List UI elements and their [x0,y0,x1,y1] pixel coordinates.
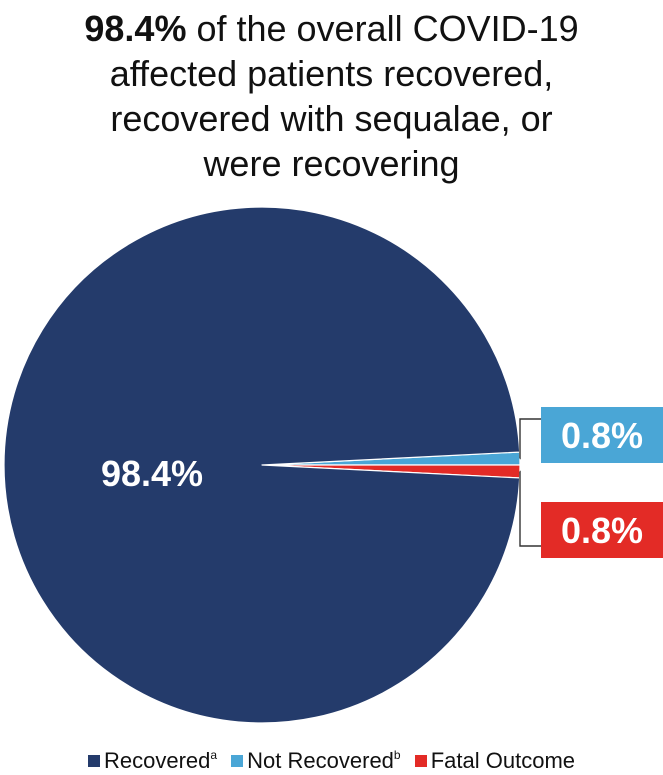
pie-slice-recovered [3,206,521,724]
legend-item-fatal-outcome: Fatal Outcome [414,747,576,775]
legend-label-fatal-outcome: Fatal Outcome [430,748,576,773]
legend-item-recovered: Recovereda [87,741,218,775]
leader-line-fatal-outcome [519,470,541,547]
title-highlight: 98.4% [84,8,187,49]
data-label-not-recovered: 0.8% [561,415,643,456]
callout-box-not-recovered [541,407,663,463]
data-label-fatal-outcome: 0.8% [561,510,643,551]
legend-sup-recovered: a [210,748,218,762]
callouts: 98.4% 0.8% 0.8% [101,407,663,558]
data-label-recovered: 98.4% [101,453,203,494]
callout-box-fatal-outcome [541,502,663,558]
leader-line-not-recovered [519,418,541,460]
legend-swatch-recovered [87,755,100,767]
title-line-4: were recovering [203,143,460,184]
legend-label-not-recovered: Not Recovered [247,748,394,773]
title-line-3: recovered with sequalae, or [110,98,553,139]
legend-sup-not-recovered: b [393,748,401,762]
legend: Recovereda Not Recoveredb Fatal Outcome [0,741,663,775]
legend-label-recovered: Recovered [103,748,211,773]
legend-item-not-recovered: Not Recoveredb [231,741,401,775]
pie-slices [3,206,521,724]
chart-title: 98.4% of the overall COVID-19 affected p… [0,6,663,186]
title-line-2: affected patients recovered, [109,53,554,94]
title-line-1: of the overall COVID-19 [186,8,579,49]
legend-swatch-not-recovered [231,755,244,767]
legend-swatch-fatal-outcome [414,755,427,767]
